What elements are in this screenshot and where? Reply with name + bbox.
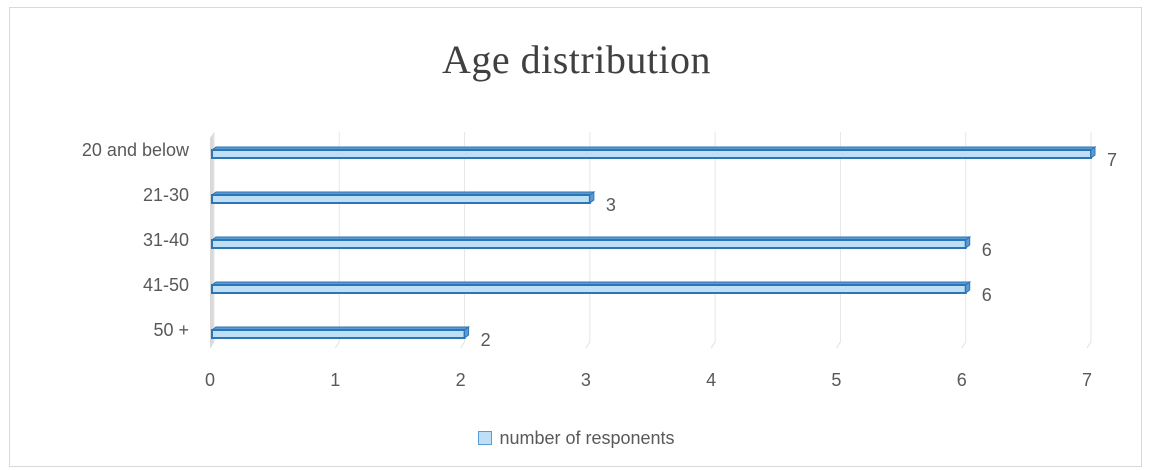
bar (211, 284, 967, 294)
gridline-base (836, 341, 841, 349)
x-tick-label: 6 (957, 370, 967, 390)
bar-data-label: 7 (1107, 150, 1117, 170)
bar-end-cap (464, 326, 470, 339)
gridline-base (209, 341, 215, 349)
bar-end-cap (1090, 146, 1096, 159)
gridline-base (334, 341, 340, 349)
bar (211, 329, 466, 339)
gridline-base (460, 341, 465, 349)
legend-swatch (478, 431, 493, 445)
chart-title: Age distribution (441, 37, 712, 82)
y-category-label: 41-50 (143, 275, 189, 295)
bar (211, 194, 591, 204)
chart-plot-area: 0 1 2 3 4 5 6 7 20 and below 7 21-30 3 31-40 6 41-50 6 5… (82, 132, 1117, 390)
bar-end-cap (965, 236, 971, 249)
bar (211, 239, 967, 249)
x-tick-label: 3 (581, 370, 591, 390)
x-tick-label: 7 (1082, 370, 1092, 390)
bar (211, 149, 1092, 159)
gridline-base (961, 341, 967, 349)
y-category-label: 20 and below (82, 140, 190, 160)
chart-frame: Age distribution 0 1 2 3 4 5 6 7 20 and below 7 21… (9, 7, 1142, 467)
bar-data-label: 2 (481, 330, 491, 350)
legend-label: number of responents (499, 428, 675, 448)
bar-data-label: 6 (982, 240, 992, 260)
gridline-base (1086, 341, 1092, 349)
bar-end-cap (589, 191, 595, 204)
gridline-base (585, 341, 591, 349)
bar-data-label: 3 (606, 195, 616, 215)
x-tick-label: 1 (330, 370, 340, 390)
x-tick-label: 5 (831, 370, 841, 390)
y-category-label: 21-30 (143, 185, 189, 205)
gridline-base (710, 341, 716, 349)
bar-data-label: 6 (982, 285, 992, 305)
bar-end-cap (965, 281, 971, 294)
x-tick-label: 0 (205, 370, 215, 390)
chart-legend: number of responents (10, 428, 1143, 449)
y-category-label: 50 + (153, 320, 189, 340)
x-tick-label: 4 (706, 370, 716, 390)
y-category-label: 31-40 (143, 230, 189, 250)
x-tick-label: 2 (456, 370, 466, 390)
